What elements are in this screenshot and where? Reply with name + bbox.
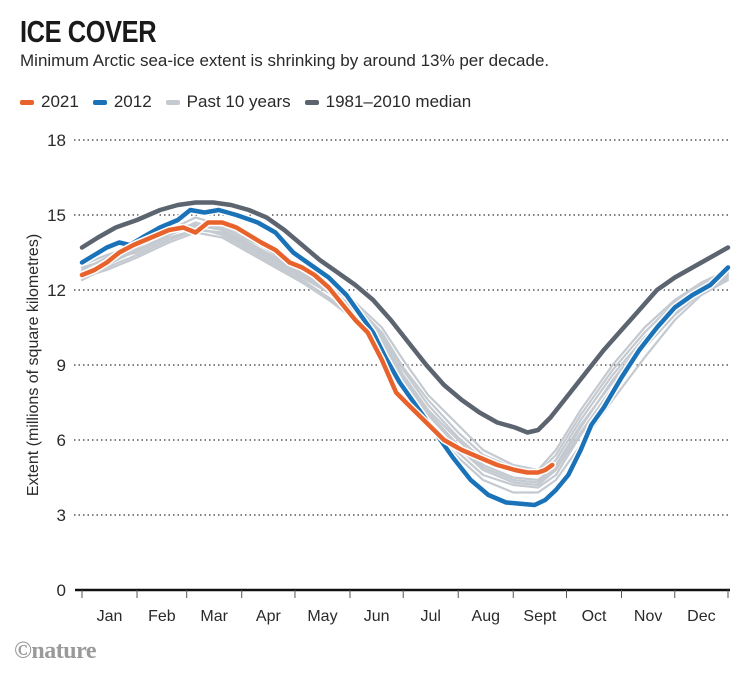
y-tick-label: 6	[57, 431, 66, 450]
y-tick-label: 9	[57, 356, 66, 375]
x-tick-label: Apr	[256, 608, 282, 625]
series-line-median	[79, 200, 731, 435]
series-line-past-10-years	[80, 216, 730, 474]
x-tick-label: Oct	[582, 608, 607, 625]
series-line-2012-halo	[78, 206, 732, 509]
legend-label-past-10-years: Past 10 years	[186, 92, 291, 111]
legend-label-median: 1981–2010 median	[325, 92, 472, 111]
y-tick-labels: 0 3 6 9 12 15 18	[47, 131, 66, 600]
y-tick-label: 3	[57, 506, 66, 525]
series-line-2021	[79, 220, 555, 475]
legend-item-median: 1981–2010 median	[304, 92, 472, 112]
chart-title: ICE COVER	[20, 14, 157, 49]
legend-swatch-2021	[20, 99, 34, 105]
legend-item-past-10-years: Past 10 years	[165, 92, 291, 112]
x-tick-label: Feb	[148, 608, 176, 625]
y-tick-label: 12	[47, 281, 66, 300]
x-axis: Jan Feb Mar Apr May Jun Jul Aug Sept Oct Nov Dec	[75, 588, 730, 625]
legend-swatch-median	[304, 99, 319, 105]
legend: 2021 2012 Past 10 years 1981–2010 median	[20, 92, 485, 112]
series-line-2012	[79, 207, 731, 508]
y-tick-label: 0	[57, 581, 66, 600]
y-tick-label: 18	[47, 131, 66, 150]
y-axis-label: Extent (millions of square kilometres)	[25, 234, 42, 496]
legend-swatch-past-10-years	[165, 99, 180, 105]
chart-subtitle: Minimum Arctic sea-ice extent is shrinki…	[20, 51, 550, 70]
x-tick-label: Jan	[97, 608, 123, 625]
x-tick-label: Jun	[364, 608, 390, 625]
y-tick-label: 15	[47, 206, 66, 225]
legend-label-2021: 2021	[41, 92, 79, 111]
x-tick-label: Jul	[421, 608, 441, 625]
series-line-past-10-years	[80, 228, 730, 477]
series-lines	[78, 198, 732, 509]
series-line-past-10-years	[80, 221, 730, 484]
x-tick-label: Aug	[472, 608, 500, 625]
legend-swatch-2012	[92, 99, 107, 105]
x-tick-label: Dec	[687, 608, 715, 625]
nature-logo: ©nature	[14, 638, 97, 664]
legend-label-2012: 2012	[113, 92, 152, 111]
x-tick-label: Nov	[634, 608, 662, 625]
legend-item-2012: 2012	[92, 92, 152, 112]
legend-item-2021: 2021	[20, 92, 79, 112]
x-tick-label: Sept	[523, 608, 556, 625]
x-tick-label: Mar	[200, 608, 228, 625]
x-tick-label: May	[307, 608, 337, 625]
